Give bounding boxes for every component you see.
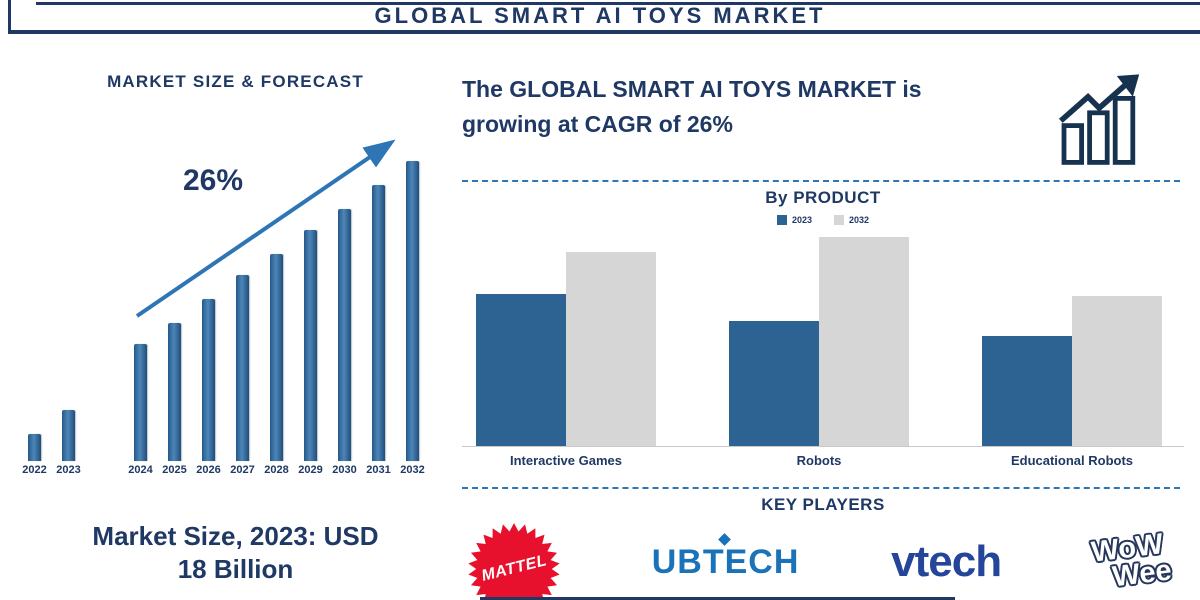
forecast-year-label: 2030 (332, 464, 357, 476)
forecast-bar-2032 (406, 161, 419, 461)
forecast-bar-2029 (304, 230, 317, 461)
product-bar-2032 (566, 252, 656, 447)
forecast-year-label: 2026 (196, 464, 221, 476)
wowwee-wordmark-line2: Wee (1110, 554, 1174, 594)
product-category-label: Educational Robots (1010, 453, 1134, 468)
forecast-bar-2030 (338, 209, 351, 461)
market-size-callout: Market Size, 2023: USD 18 Billion (18, 520, 453, 585)
growth-chart-icon (1058, 74, 1140, 165)
forecast-chart: 26% 2022 2023 2024 2025 2026 2027 2028 2029 2030… (18, 102, 453, 480)
title-underline-rule (8, 30, 1200, 34)
logo-mattel: MATTEL (468, 509, 560, 600)
trend-arrow-icon (135, 139, 396, 318)
product-chart: Interactive Games Robots Educational Robot… (462, 237, 1184, 473)
product-category-label: Interactive Games (509, 453, 622, 468)
forecast-year-label: 2031 (366, 464, 391, 476)
mattel-burst: MATTEL (468, 523, 560, 600)
forecast-bar-group: 2028 (264, 254, 289, 480)
forecast-bar-group: 2032 (400, 161, 425, 480)
product-chart-legend: 2023 2032 (462, 215, 1184, 225)
logo-vtech: vtech (891, 537, 1002, 587)
product-bar-2032 (819, 237, 909, 447)
legend-swatch-2023 (776, 215, 787, 225)
market-size-line2: 18 Billion (177, 553, 294, 584)
product-chart-title: By PRODUCT (765, 188, 881, 207)
logo-wowwee: WoW Wee (1090, 529, 1174, 594)
forecast-bar-group: 2027 (230, 275, 255, 480)
forecast-bar-group: 2023 (56, 410, 81, 480)
headline-line1: The GLOBAL SMART AI TOYS MARKET is (462, 76, 922, 102)
product-chart-baseline (462, 446, 1184, 447)
key-players-title: KEY PLAYERS (761, 495, 885, 514)
forecast-bar-2025 (168, 323, 181, 461)
forecast-section: MARKET SIZE & FORECAST 26% 2022 2023 2024 2… (18, 72, 453, 585)
legend-swatch-2032 (834, 215, 844, 225)
dashed-divider-top (462, 180, 1180, 182)
forecast-bar-2023 (62, 410, 75, 461)
forecast-year-label: 2032 (400, 464, 425, 476)
forecast-bar-2027 (236, 275, 249, 461)
forecast-year-label: 2028 (264, 464, 289, 476)
market-size-line1: Market Size, 2023: USD (92, 521, 379, 551)
legend-label-2032: 2032 (849, 215, 870, 225)
forecast-bar-group: 2024 (128, 344, 153, 480)
product-group: Interactive Games (476, 252, 656, 473)
forecast-year-label: 2022 (22, 464, 47, 476)
frame-top-rule (36, 2, 1200, 5)
forecast-bar-group: 2031 (366, 185, 391, 480)
forecast-bar-2024 (134, 344, 147, 461)
headline-line2: growing at CAGR of 26% (462, 110, 733, 137)
forecast-bars: 2022 2023 2024 2025 2026 2027 2028 2029 2030 2031… (22, 161, 425, 480)
product-bar-2023 (982, 336, 1072, 447)
legend-item-2023: 2023 (776, 215, 812, 225)
ubtech-wordmark: UBTECH (651, 542, 800, 581)
product-bar-2032 (1072, 296, 1162, 447)
forecast-year-label: 2024 (128, 464, 153, 476)
forecast-bar-group: 2026 (196, 299, 221, 480)
cagr-headline: The GLOBAL SMART AI TOYS MARKET is growi… (462, 72, 1042, 141)
frame-left-tick (8, 0, 11, 30)
forecast-bar-group: 2022 (22, 434, 47, 480)
product-category-label: Robots (796, 453, 842, 468)
product-group: Robots (729, 237, 909, 473)
forecast-bar-group: 2025 (162, 323, 187, 480)
vtech-wordmark: vtech (891, 537, 1002, 586)
cagr-annotation: 26% (183, 164, 244, 197)
product-group: Educational Robots (982, 296, 1162, 473)
headline-row: The GLOBAL SMART AI TOYS MARKET is growi… (462, 72, 1184, 165)
dashed-divider-bottom (462, 487, 1180, 489)
key-players-logos: MATTEL UBTECH vtech WoW Wee (462, 519, 1184, 600)
forecast-year-label: 2025 (162, 464, 187, 476)
legend-item-2032: 2032 (834, 215, 869, 225)
forecast-bar-group: 2030 (332, 209, 357, 480)
product-bar-2023 (476, 294, 566, 447)
forecast-year-label: 2029 (298, 464, 323, 476)
forecast-chart-title: MARKET SIZE & FORECAST (107, 72, 364, 91)
mattel-wordmark: MATTEL (479, 552, 549, 585)
forecast-year-label: 2023 (56, 464, 81, 476)
right-section: The GLOBAL SMART AI TOYS MARKET is growi… (462, 72, 1184, 600)
legend-label-2023: 2023 (791, 215, 812, 225)
forecast-bar-2031 (372, 185, 385, 461)
frame-bottom-rule (480, 597, 955, 600)
page-title: GLOBAL SMART AI TOYS MARKET (374, 3, 826, 28)
product-bar-2023 (729, 321, 819, 447)
forecast-bar-2022 (28, 434, 41, 461)
forecast-bar-2028 (270, 254, 283, 461)
forecast-bar-2026 (202, 299, 215, 461)
forecast-year-label: 2027 (230, 464, 255, 476)
logo-ubtech: UBTECH (651, 532, 800, 582)
forecast-bar-group: 2029 (298, 230, 323, 480)
